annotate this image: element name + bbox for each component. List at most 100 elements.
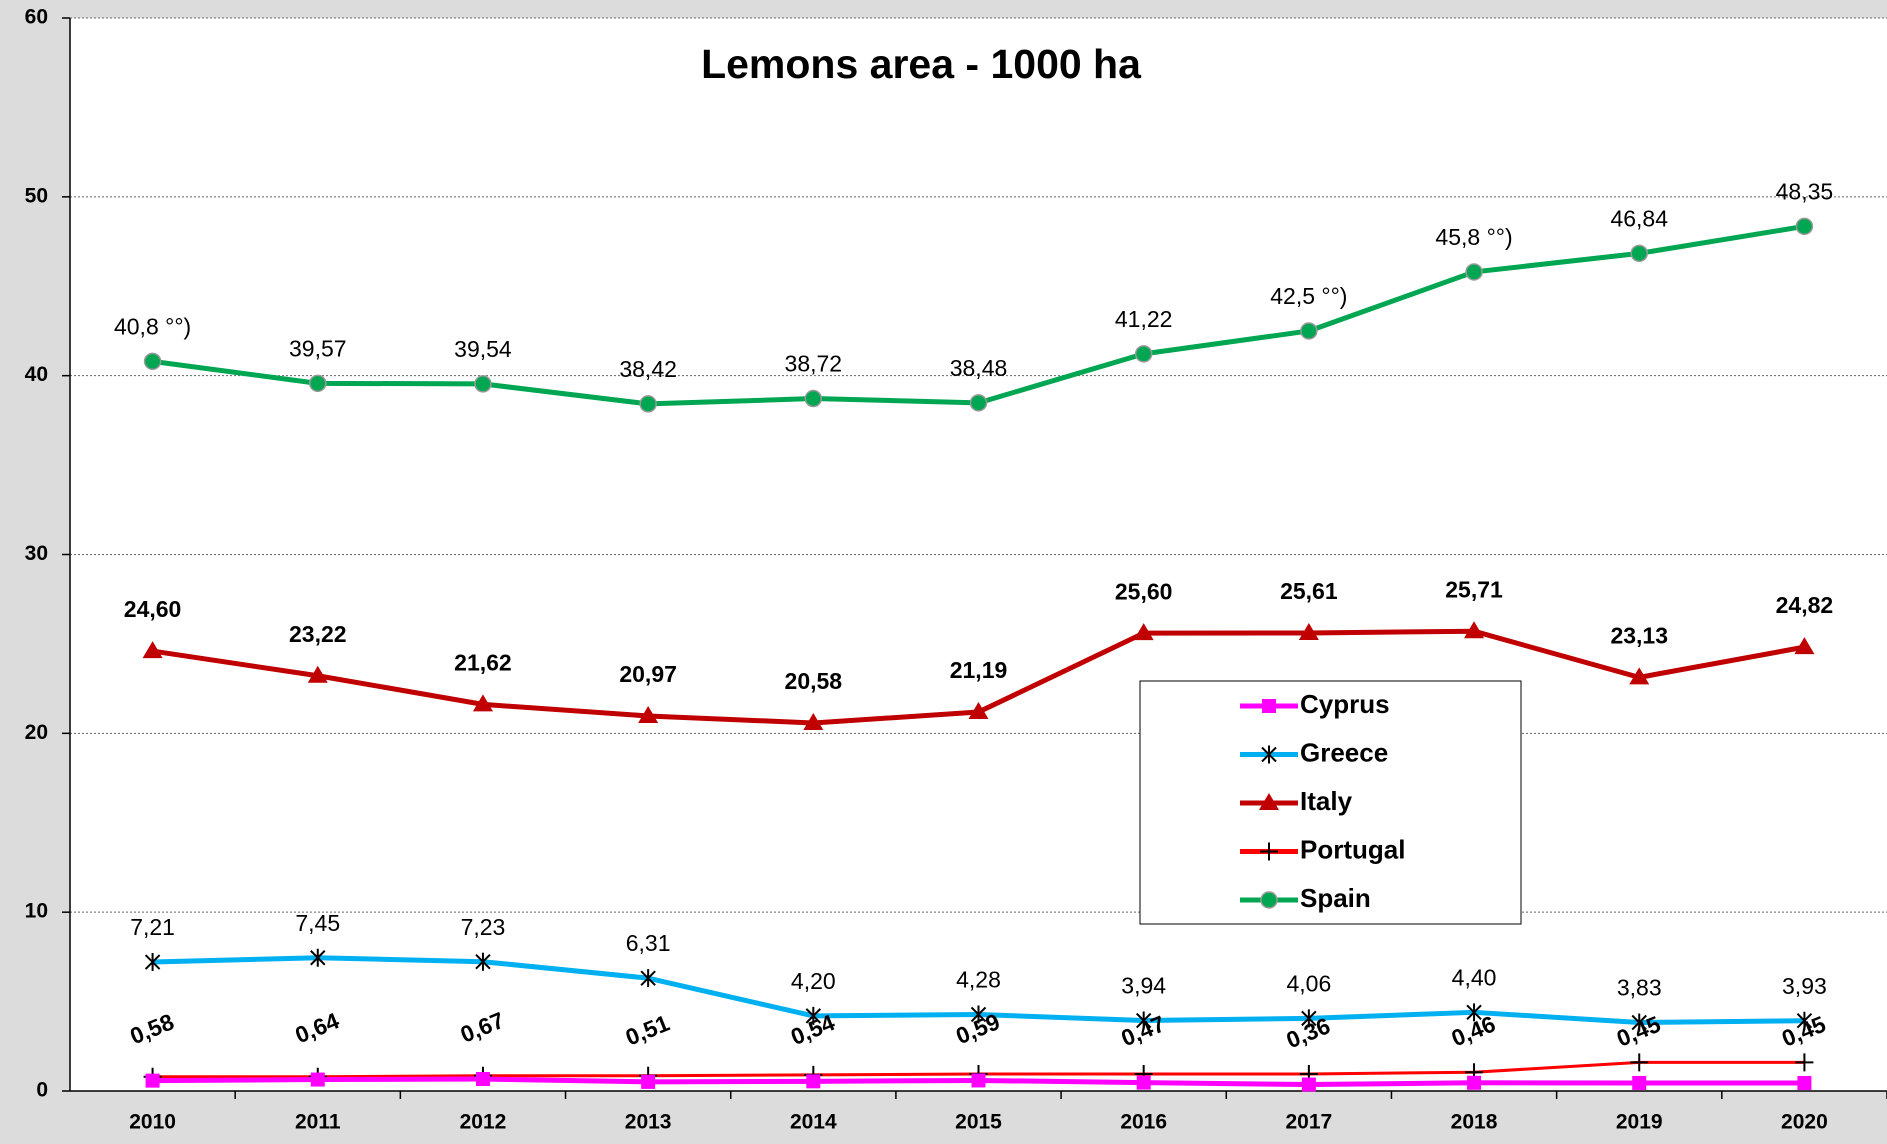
marker	[1632, 1075, 1647, 1090]
data-label: 4,06	[1286, 970, 1331, 996]
data-label: 21,62	[454, 649, 512, 675]
legend-label: Italy	[1300, 786, 1353, 816]
marker	[1134, 345, 1153, 363]
marker	[1629, 667, 1650, 685]
data-label: 48,35	[1776, 178, 1834, 204]
data-label: 42,5 °°)	[1270, 283, 1347, 309]
marker	[804, 389, 823, 408]
data-label: 46,84	[1610, 205, 1668, 231]
data-label: 38,48	[950, 355, 1008, 381]
x-tick-label: 2017	[1286, 1111, 1333, 1134]
y-tick-label: 10	[25, 900, 48, 923]
marker	[968, 702, 989, 720]
x-tick-label: 2010	[129, 1111, 176, 1134]
marker	[1259, 793, 1279, 810]
marker	[640, 969, 656, 988]
marker	[1795, 1053, 1814, 1072]
data-label: 39,57	[289, 335, 347, 361]
data-label: 24,82	[1776, 592, 1834, 618]
marker	[1467, 1075, 1482, 1090]
x-tick-label: 2020	[1781, 1111, 1828, 1134]
x-tick-label: 2015	[955, 1111, 1002, 1134]
y-tick-label: 50	[25, 184, 48, 207]
marker	[1464, 621, 1485, 639]
marker	[1135, 1011, 1152, 1030]
marker	[1630, 244, 1648, 263]
chart-title: Lemons area - 1000 ha	[701, 41, 1142, 87]
marker	[969, 394, 988, 412]
marker	[1630, 1053, 1649, 1072]
data-label: 20,97	[619, 661, 677, 687]
x-tick-label: 2018	[1451, 1111, 1498, 1134]
x-tick-label: 2013	[625, 1111, 672, 1134]
data-label: 38,42	[619, 356, 677, 382]
marker	[1465, 263, 1483, 281]
y-tick-label: 20	[25, 721, 48, 744]
data-label: 41,22	[1115, 306, 1173, 332]
data-label: 40,8 °°)	[114, 313, 191, 339]
marker	[475, 952, 491, 971]
data-label: 7,23	[461, 914, 506, 940]
marker	[971, 1073, 986, 1088]
marker	[310, 1072, 325, 1087]
marker	[1260, 842, 1278, 861]
marker	[1795, 217, 1814, 236]
y-tick-label: 40	[25, 363, 48, 386]
data-label: 23,13	[1610, 622, 1668, 648]
marker	[474, 375, 492, 393]
data-label: 25,60	[1115, 578, 1173, 604]
x-tick-label: 2012	[460, 1111, 507, 1134]
marker	[638, 705, 659, 723]
marker	[475, 1072, 490, 1087]
marker	[143, 352, 162, 371]
data-label: 3,83	[1617, 975, 1662, 1001]
y-tick-label: 0	[36, 1079, 48, 1102]
marker	[1301, 1009, 1317, 1028]
marker	[970, 1005, 987, 1024]
marker	[1298, 623, 1319, 641]
marker	[803, 712, 824, 730]
marker	[1136, 1075, 1151, 1090]
legend-label: Spain	[1300, 883, 1371, 913]
marker	[1260, 891, 1278, 909]
marker	[1796, 1011, 1813, 1030]
data-label: 3,93	[1782, 973, 1827, 999]
data-label: 6,31	[626, 930, 671, 956]
legend-label: Greece	[1300, 737, 1388, 767]
x-tick-label: 2019	[1616, 1111, 1663, 1134]
data-label: 7,21	[130, 914, 175, 940]
marker	[1133, 623, 1154, 641]
marker	[639, 395, 657, 413]
marker	[472, 694, 493, 712]
x-tick-label: 2011	[295, 1111, 341, 1134]
marker	[805, 1006, 822, 1025]
marker	[641, 1074, 656, 1089]
data-label: 4,40	[1452, 964, 1497, 990]
marker	[1797, 1075, 1812, 1090]
marker	[806, 1074, 821, 1089]
data-label: 45,8 °°)	[1435, 224, 1512, 250]
legend-box	[1139, 680, 1522, 925]
legend: Cyprus Greece Italy Portugal Spain	[1139, 680, 1522, 925]
data-label: 38,72	[785, 351, 843, 377]
marker	[1301, 1077, 1316, 1092]
marker	[307, 665, 328, 683]
data-label: 39,54	[454, 336, 512, 362]
data-label: 3,94	[1121, 973, 1166, 999]
x-tick-label: 2014	[790, 1111, 837, 1134]
data-label: 21,19	[950, 657, 1008, 683]
marker	[1262, 699, 1276, 713]
marker	[1631, 1013, 1647, 1032]
data-label: 4,28	[956, 967, 1001, 993]
marker	[1300, 322, 1318, 340]
data-label: 4,20	[791, 968, 836, 994]
marker	[1794, 637, 1815, 655]
marker	[145, 1073, 160, 1088]
y-tick-label: 30	[25, 542, 48, 565]
y-tick-label: 60	[25, 6, 48, 29]
marker	[142, 641, 163, 659]
data-label: 20,58	[785, 668, 843, 694]
marker	[1466, 1003, 1482, 1022]
